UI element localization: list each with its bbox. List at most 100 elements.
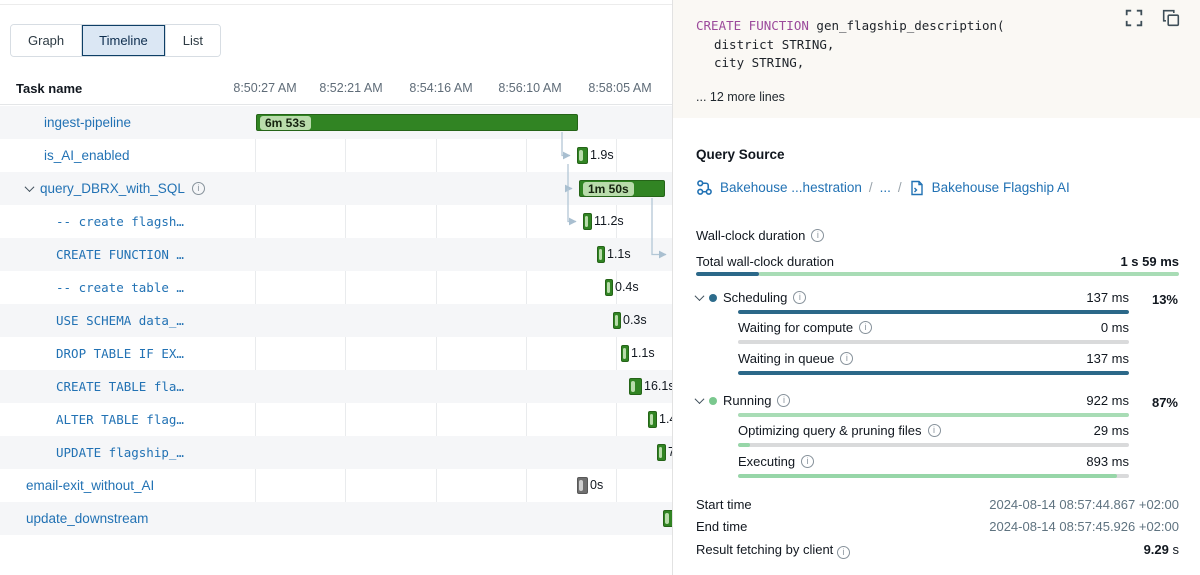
info-icon[interactable]: i xyxy=(840,352,854,365)
task-row: email-exit_without_AI 0s xyxy=(0,366,672,535)
gantt-bar[interactable] xyxy=(621,345,629,362)
sql-code-preview: CREATE FUNCTION gen_flagship_description… xyxy=(673,0,1200,118)
optimizing-bar xyxy=(738,443,1129,447)
waiting-in-queue-row: Waiting in queue i 137 ms xyxy=(738,351,1129,366)
tab-timeline[interactable]: Timeline xyxy=(82,25,166,56)
bar-duration-label: 1.4 xyxy=(659,412,672,426)
chevron-down-icon[interactable] xyxy=(694,394,705,405)
task-link-sql-statement[interactable]: USE SCHEMA data_… xyxy=(56,313,184,328)
info-icon[interactable]: i xyxy=(927,424,941,437)
task-row: query_DBRX_with_SQL i 1m 50s xyxy=(0,172,672,205)
expand-fullscreen-icon[interactable] xyxy=(1125,9,1143,27)
task-link-email-exit-without-ai[interactable]: email-exit_without_AI xyxy=(26,478,155,493)
breadcrumb-separator: / xyxy=(897,180,902,195)
notebook-link[interactable]: Bakehouse Flagship AI xyxy=(931,180,1070,195)
notebook-icon xyxy=(910,180,923,195)
view-switcher: Graph Timeline List xyxy=(10,24,222,57)
result-fetching-value: 9.29 s xyxy=(1143,542,1179,557)
task-link-sql-statement[interactable]: UPDATE flagship_… xyxy=(56,445,184,460)
task-link-sql-statement[interactable]: -- create flagsh… xyxy=(56,214,184,229)
bar-duration-label: 0.3s xyxy=(623,313,647,327)
task-row: update_downstream xyxy=(0,399,672,535)
code-line: CREATE FUNCTION gen_flagship_description… xyxy=(696,18,1005,33)
info-icon[interactable]: i xyxy=(191,182,205,195)
gantt-bar[interactable] xyxy=(663,510,672,527)
task-link-sql-statement[interactable]: DROP TABLE IF EX… xyxy=(56,346,184,361)
gantt-bar[interactable]: 6m 53s xyxy=(256,114,578,131)
gantt-bar[interactable] xyxy=(629,378,642,395)
scheduling-value: 137 ms xyxy=(1086,290,1129,305)
gantt-bar[interactable] xyxy=(613,312,621,329)
scheduling-bar xyxy=(738,310,1129,314)
info-icon[interactable]: i xyxy=(793,291,807,304)
task-row: is_AI_enabled 1.9s xyxy=(0,139,672,172)
tab-list[interactable]: List xyxy=(165,25,221,56)
task-link-query-dbrx-with-sql[interactable]: query_DBRX_with_SQL xyxy=(40,181,185,196)
scheduling-percent: 13% xyxy=(1151,292,1178,307)
task-link-sql-statement[interactable]: -- create table … xyxy=(56,280,184,295)
running-percent: 87% xyxy=(1151,395,1178,410)
task-link-sql-statement[interactable]: ALTER TABLE flag… xyxy=(56,412,184,427)
executing-value: 893 ms xyxy=(1086,454,1129,469)
waiting-in-queue-value: 137 ms xyxy=(1086,351,1129,366)
workflow-link[interactable]: Bakehouse ...hestration xyxy=(720,180,862,195)
query-source-breadcrumb: Bakehouse ...hestration / ... / Bakehous… xyxy=(696,179,1070,196)
gantt-bar[interactable] xyxy=(657,444,666,461)
end-time-value: 2024-08-14 08:57:45.926 +02:00 xyxy=(989,519,1179,534)
optimizing-value: 29 ms xyxy=(1093,423,1129,438)
total-wall-clock-row: Total wall-clock duration 1 s 59 ms xyxy=(696,254,1179,269)
scheduling-row: Scheduling i 137 ms xyxy=(694,290,1129,305)
task-row: -- create table … 0.4s xyxy=(0,271,672,304)
time-tick: 8:50:27 AM xyxy=(233,81,297,95)
total-duration-bar xyxy=(696,272,1179,276)
copy-icon[interactable] xyxy=(1162,9,1180,27)
bar-duration-label: 16.1s xyxy=(644,379,672,393)
query-details-panel: CREATE FUNCTION gen_flagship_description… xyxy=(672,0,1200,575)
running-dot xyxy=(709,396,717,405)
info-icon[interactable]: i xyxy=(811,229,825,242)
info-icon[interactable]: i xyxy=(777,394,791,407)
task-row: USE SCHEMA data_… 0.3s xyxy=(0,304,672,337)
task-link-ingest-pipeline[interactable]: ingest-pipeline xyxy=(44,115,132,130)
wall-clock-section-label: Wall-clock duration i xyxy=(696,228,1179,243)
optimizing-row: Optimizing query & pruning files i 29 ms xyxy=(738,423,1129,438)
tab-graph[interactable]: Graph xyxy=(11,25,83,56)
time-tick: 8:52:21 AM xyxy=(319,81,383,95)
gantt-bar[interactable] xyxy=(577,477,588,494)
task-row: CREATE TABLE fla… 16.1s xyxy=(0,370,672,403)
gantt-bar[interactable]: 1m 50s xyxy=(579,180,665,197)
top-divider xyxy=(0,4,672,5)
gantt-bar[interactable] xyxy=(577,147,588,164)
gantt-bar[interactable] xyxy=(605,279,613,296)
breadcrumb-ellipsis-link[interactable]: ... xyxy=(879,180,891,195)
task-link-update-downstream[interactable]: update_downstream xyxy=(26,511,149,526)
running-row: Running i 922 ms xyxy=(694,393,1129,408)
start-time-value: 2024-08-14 08:57:44.867 +02:00 xyxy=(989,497,1179,512)
info-icon[interactable]: i xyxy=(859,321,873,334)
bar-duration-label: 0s xyxy=(590,478,604,492)
gantt-header: Task name 8:50:27 AM 8:52:21 AM 8:54:16 … xyxy=(0,75,672,105)
gantt-bar[interactable] xyxy=(648,411,657,428)
task-row: ingest-pipeline 6m 53s xyxy=(0,106,672,139)
task-row: UPDATE flagship_… 7 xyxy=(0,436,672,469)
header-divider xyxy=(0,104,672,105)
more-lines-toggle[interactable]: ... 12 more lines xyxy=(696,90,785,104)
task-link-is-ai-enabled[interactable]: is_AI_enabled xyxy=(44,148,130,163)
breadcrumb-separator: / xyxy=(868,180,873,195)
task-row: -- create flagsh… 11.2s xyxy=(0,205,672,238)
gantt-bar[interactable] xyxy=(583,213,592,230)
info-icon[interactable]: i xyxy=(836,546,850,559)
scheduling-dot xyxy=(709,293,717,302)
code-line: city STRING, xyxy=(714,55,805,70)
chevron-down-icon[interactable] xyxy=(694,291,705,302)
gantt-body: ingest-pipeline 6m 53s is_AI_enabled 1.9… xyxy=(0,106,672,535)
task-link-sql-statement[interactable]: CREATE FUNCTION … xyxy=(56,247,184,262)
task-link-sql-statement[interactable]: CREATE TABLE fla… xyxy=(56,379,184,394)
time-tick: 8:56:10 AM xyxy=(498,81,562,95)
info-icon[interactable]: i xyxy=(801,455,815,468)
bar-duration-badge: 6m 53s xyxy=(260,115,311,130)
bar-duration-label: 1.9s xyxy=(590,148,614,162)
time-tick: 8:58:05 AM xyxy=(588,81,652,95)
gantt-bar[interactable] xyxy=(597,246,605,263)
